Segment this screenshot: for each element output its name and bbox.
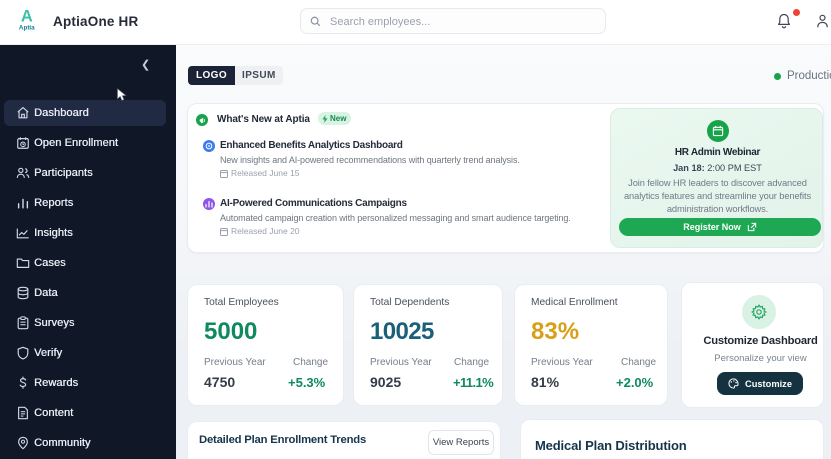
svg-text:Aptia: Aptia [19, 25, 35, 32]
svg-text:A: A [21, 9, 33, 26]
